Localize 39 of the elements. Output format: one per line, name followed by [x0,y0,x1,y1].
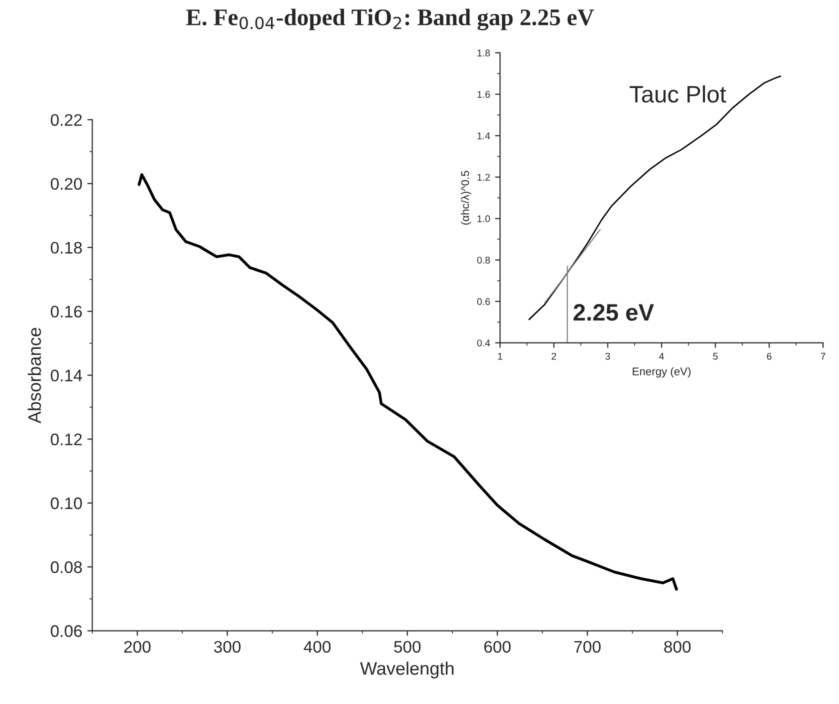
line-series [528,76,782,320]
y-tick-label: 1.2 [478,174,490,181]
y-tick-label: 0.10 [50,497,82,510]
y-tick-label: 1.4 [478,132,490,140]
annotation: Tauc Plot [630,85,726,103]
y-tick-label: 1.0 [478,215,490,222]
y-tick-label: 0.08 [50,561,82,574]
y-tick-label: 0.8 [477,256,490,264]
x-tick-label: 1 [498,352,502,360]
y-tick-label: 0.12 [50,434,82,446]
x-tick-label: 4 [659,352,664,360]
y-tick-label: 1.6 [478,90,490,98]
x-tick-label: 5 [713,352,718,360]
x-tick-label: 200 [124,640,151,653]
x-tick-label: 6 [767,352,772,360]
y-tick-label: 0.06 [50,625,82,637]
x-tick-label: 300 [214,640,241,653]
chart-title: E. Fe$_{0.04}$-doped TiO$_{2}$: Band gap 2.25 eV [186,8,594,30]
y-tick-label: 0.14 [50,370,82,382]
x-tick-label: 2 [552,352,556,360]
y-tick-label: 0.20 [50,178,82,190]
y-tick-label: 0.16 [50,306,82,318]
y-axis-title: (αhc/λ)^0.5 [460,170,472,225]
y-axis-title: Absorbance [28,328,42,424]
x-tick-label: 800 [664,640,691,653]
x-axis-title: Energy (eV) [632,367,691,378]
y-tick-label: 0.4 [477,340,490,346]
y-tick-label: 0.6 [477,298,490,306]
y-tick-label: 1.8 [478,50,490,56]
y-tick-label: 0.22 [50,114,82,126]
x-axis-title: Wavelength [360,662,454,678]
x-tick-label: 400 [304,640,331,653]
x-tick-label: 700 [574,640,601,653]
x-tick-label: 600 [484,640,511,653]
x-tick-label: 3 [605,352,610,360]
y-tick-label: 0.18 [50,242,82,254]
x-tick-label: 500 [394,640,421,653]
annotation: 2.25 eV [574,304,654,321]
x-tick-label: 7 [820,352,826,360]
